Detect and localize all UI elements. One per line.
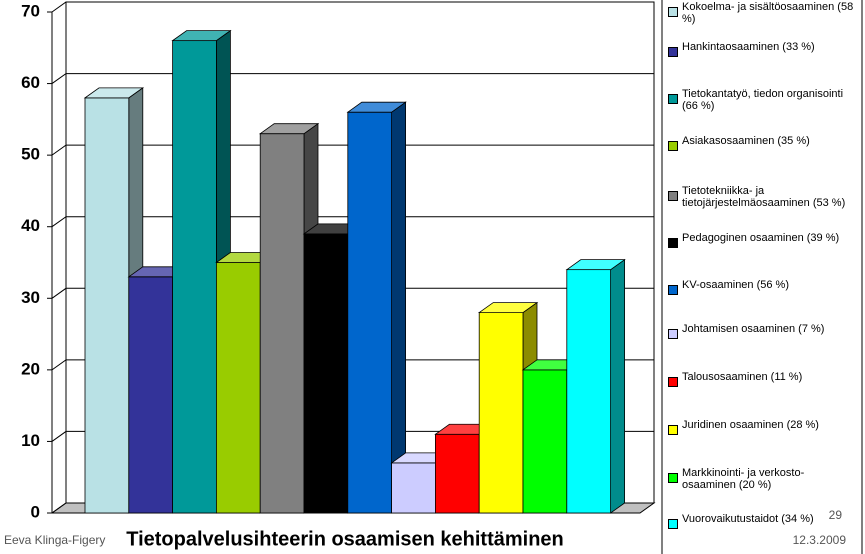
bar (303, 233, 349, 514)
grid-line (51, 73, 654, 84)
chart-title: Tietopalvelusihteerin osaamisen kehittäm… (126, 528, 564, 550)
legend-label: Tietokantatyö, tiedon organisointi (66 %… (682, 88, 844, 112)
legend-swatch (668, 238, 678, 248)
legend-label: Markkinointi- ja verkosto-osaaminen (20 … (682, 467, 805, 491)
y-tick-label: 0 (31, 502, 40, 521)
legend-swatch (668, 519, 678, 529)
y-tick-label: 30 (21, 288, 40, 307)
y-tick-label: 50 (21, 145, 40, 164)
footer-date: 12.3.2009 (793, 533, 847, 547)
legend-swatch (668, 285, 678, 295)
legend-swatch (668, 7, 678, 17)
legend-label: Kokoelma- ja sisältöosaaminen (58 %) (682, 1, 854, 25)
legend-label: Johtamisen osaaminen (7 %) (682, 323, 825, 335)
footer-author: Eeva Klinga-Figery (4, 533, 105, 547)
y-tick-label: 10 (21, 431, 40, 450)
y-tick-label: 60 (21, 73, 40, 92)
grid-line (51, 144, 654, 156)
legend-swatch (668, 141, 678, 151)
bar-top (83, 87, 145, 99)
bar-top (565, 259, 626, 271)
bar (128, 276, 174, 514)
legend-label: Talousosaaminen (11 %) (682, 371, 803, 383)
legend-label: Asiakasosaaminen (35 %) (682, 135, 810, 147)
legend-label: Pedagoginen osaaminen (39 %) (682, 232, 840, 244)
bar (478, 312, 524, 514)
legend-label: Vuorovaikutustaidot (34 %) (682, 513, 814, 525)
bar (347, 111, 392, 514)
grid-line (51, 216, 654, 228)
legend-swatch (668, 473, 678, 483)
legend-swatch (668, 191, 678, 201)
legend-swatch (668, 425, 678, 435)
grid-line (51, 359, 654, 371)
bar (84, 97, 130, 514)
bar (391, 462, 436, 514)
legend-swatch (668, 94, 678, 104)
legend-label: KV-osaaminen (56 %) (682, 279, 789, 291)
legend-box (661, 0, 863, 554)
grid-line (51, 287, 654, 299)
bar-top (477, 302, 539, 314)
bar (522, 369, 568, 514)
legend-label: Juridinen osaaminen (28 %) (682, 419, 819, 431)
legend-label: Tietotekniikka- ja tietojärjestelmäosaam… (682, 185, 846, 209)
grid-line (51, 1, 654, 13)
bar-top (171, 30, 232, 42)
legend-swatch (668, 329, 678, 339)
legend-swatch (668, 377, 678, 387)
bar (259, 133, 305, 514)
y-tick-label: 40 (21, 216, 40, 235)
bar-top (258, 123, 320, 135)
legend-label: Hankintaosaaminen (33 %) (682, 41, 815, 53)
y-tick-label: 20 (21, 359, 40, 378)
bar-side (391, 101, 407, 514)
y-tick-label: 70 (21, 1, 40, 20)
page-number: 29 (829, 508, 843, 522)
bar-side (610, 258, 625, 514)
legend-swatch (668, 47, 678, 57)
bar (215, 262, 261, 514)
bar-top (346, 101, 407, 113)
bar (434, 433, 480, 514)
bar (566, 269, 611, 514)
bar (172, 40, 217, 514)
